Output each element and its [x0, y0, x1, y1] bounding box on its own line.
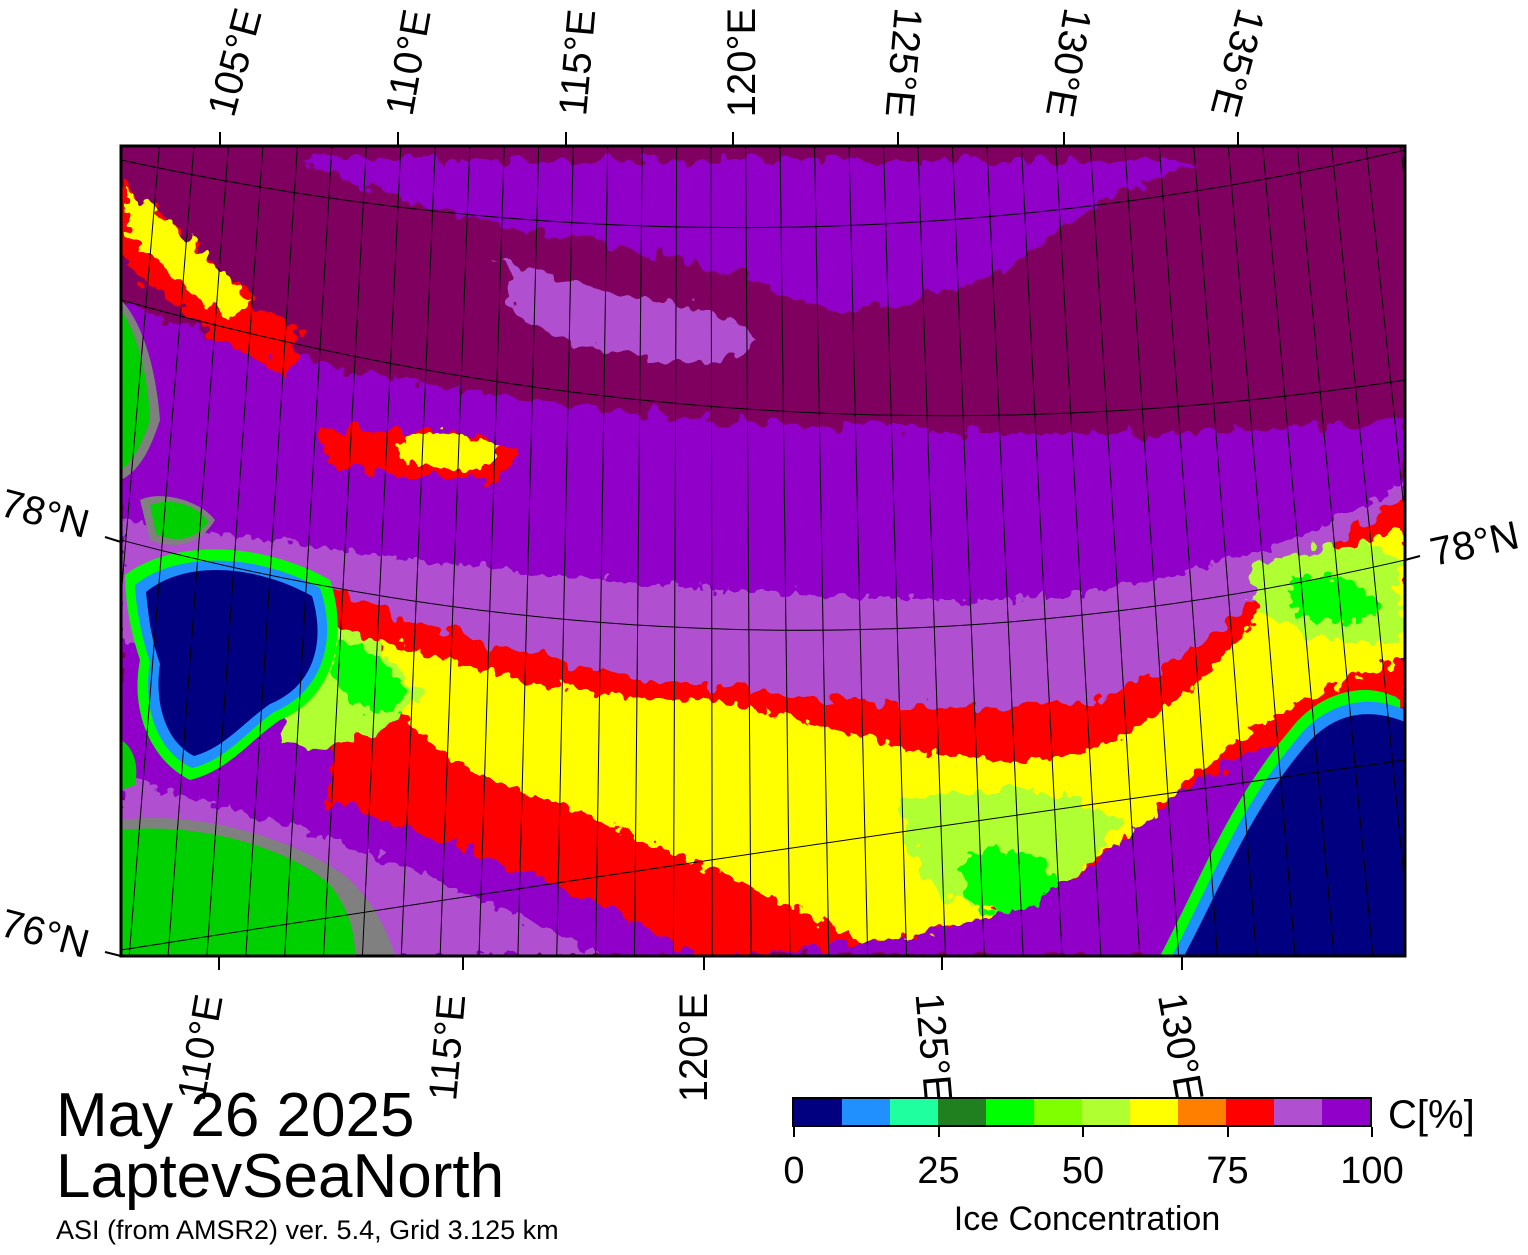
east-polynya — [1160, 690, 1405, 956]
colorbar-segment — [1322, 1099, 1370, 1125]
colorbar-tick-label: 0 — [783, 1150, 805, 1192]
meridian-line — [1124, 146, 1180, 956]
meridian-line — [595, 146, 609, 956]
meridian-line — [167, 146, 229, 956]
parallel-78n — [121, 539, 1405, 631]
map-field — [121, 146, 1405, 956]
colorbar-tick-label: 25 — [917, 1150, 960, 1192]
meridian-line — [951, 146, 985, 956]
colorbar-tick — [1226, 1127, 1229, 1137]
meridian-line — [1296, 146, 1374, 956]
colorbar-title: Ice Concentration — [953, 1200, 1221, 1238]
meridian-line — [633, 146, 643, 956]
meridian-line — [1193, 146, 1257, 956]
frame-tick-side — [1404, 555, 1421, 561]
meridian-line — [361, 146, 402, 956]
data-source-line: ASI (from AMSR2) ver. 5.4, Grid 3.125 km — [56, 1215, 559, 1245]
graticule — [121, 146, 1405, 956]
meridian-line — [1089, 146, 1141, 956]
meridian-line — [1158, 146, 1218, 956]
meridian-lines — [121, 146, 1405, 956]
lon-label-bottom-120e: 120°E — [672, 992, 717, 1103]
meridian-line — [883, 146, 908, 956]
colorbar-segment — [794, 1099, 842, 1125]
region-title: LaptevSeaNorth — [56, 1142, 505, 1211]
meridian-line — [121, 146, 160, 603]
parallel-76n — [121, 759, 1405, 951]
colorbar-tick — [1371, 1127, 1373, 1137]
meridian-line — [128, 146, 195, 956]
meridian-line — [245, 146, 298, 956]
meridian-line — [1365, 146, 1405, 523]
meridian-line — [1020, 146, 1063, 956]
meridian-line — [323, 146, 367, 956]
meridian-line — [1262, 146, 1335, 956]
colorbar-tick-label: 100 — [1340, 1150, 1404, 1192]
lon-label-top-125e: 125°E — [876, 6, 930, 119]
colorbar-segment — [986, 1099, 1034, 1125]
colorbar-segment — [1082, 1099, 1130, 1125]
lon-label-top-115e: 115°E — [551, 7, 605, 118]
colorbar-segment — [1130, 1099, 1178, 1125]
colorbar-segment — [1034, 1099, 1082, 1125]
lon-label-top-120e: 120°E — [720, 7, 765, 118]
meridian-line — [710, 146, 713, 956]
map-frame — [119, 144, 1407, 958]
meridian-line — [848, 146, 869, 956]
meridian-line — [478, 146, 505, 956]
meridian-line — [517, 146, 540, 956]
ice-40-zone — [330, 576, 1380, 912]
colorbar-tick — [937, 1127, 940, 1137]
meridian-line — [814, 146, 830, 956]
lon-label-bottom-115e: 115°E — [421, 992, 475, 1103]
meridian-line — [1055, 146, 1102, 956]
colorbar-segment — [1178, 1099, 1226, 1125]
lon-label-bottom-125e: 125°E — [906, 991, 960, 1104]
colorbar-ramp — [792, 1097, 1372, 1127]
parallel-80n — [121, 149, 1405, 229]
colorbar-tick-label: 75 — [1206, 1150, 1249, 1192]
colorbar-unit: C[%] — [1388, 1093, 1475, 1137]
meridian-line — [556, 146, 574, 956]
frame-tick-side — [104, 951, 122, 957]
colorbar-segment — [938, 1099, 986, 1125]
meridian-line — [284, 146, 333, 956]
meridian-line — [439, 146, 471, 956]
meridian-line — [400, 146, 436, 956]
meridian-line — [672, 146, 678, 956]
ice-70-belt — [125, 190, 1405, 940]
colorbar-segment — [890, 1099, 938, 1125]
colorbar-tick — [793, 1127, 795, 1137]
meridian-line — [917, 146, 946, 956]
frame-ticks — [104, 132, 1421, 970]
date-title: May 26 2025 — [56, 1081, 415, 1150]
meridian-line — [1331, 146, 1405, 893]
frame-tick-side — [104, 536, 122, 543]
meridian-line — [745, 146, 752, 956]
colorbar-tick-label: 50 — [1061, 1150, 1105, 1192]
meridian-line — [986, 146, 1024, 956]
meridian-line — [1227, 146, 1296, 956]
colorbar-segment — [1274, 1099, 1322, 1125]
colorbar-segment — [842, 1099, 890, 1125]
west-polynya — [125, 549, 338, 780]
meridian-line — [779, 146, 791, 956]
meridian-line — [206, 146, 264, 956]
colorbar-tick — [1082, 1127, 1084, 1137]
colorbar-segment — [1226, 1099, 1274, 1125]
